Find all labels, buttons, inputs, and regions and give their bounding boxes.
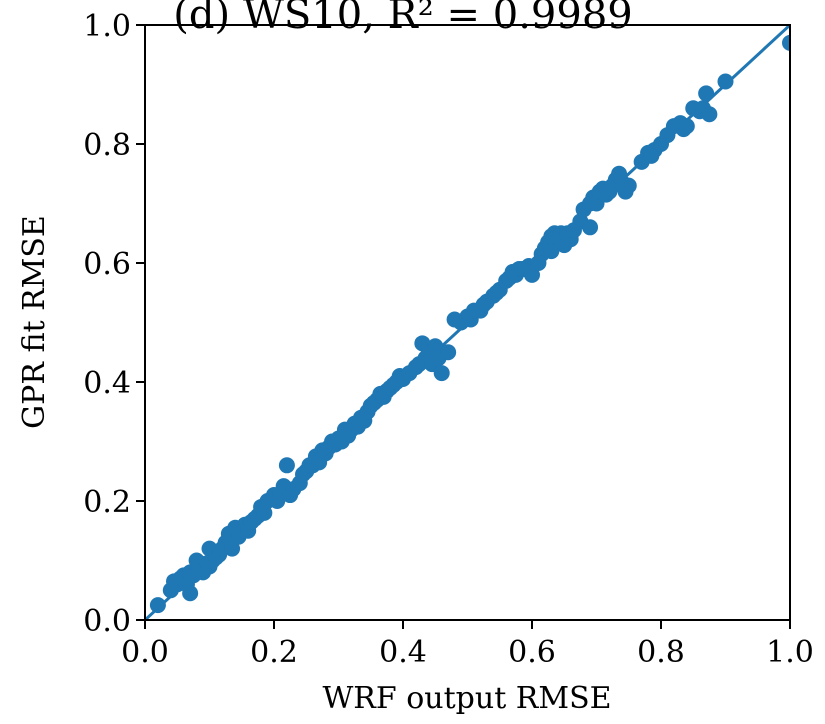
scatter-point <box>698 85 715 102</box>
x-tick-label: 0.0 <box>121 635 169 670</box>
scatter-point <box>433 365 450 382</box>
chart-title: (d) WS10, R² = 0.9989 <box>173 0 632 38</box>
scatter-point <box>524 266 540 283</box>
scatter-point <box>620 177 637 194</box>
scatter-point <box>717 73 734 90</box>
y-tick-label: 0.2 <box>83 485 131 520</box>
x-axis-label: WRF output RMSE <box>322 681 611 716</box>
scatter-point <box>782 34 790 51</box>
x-tick-label: 0.8 <box>637 635 685 670</box>
scatter-point <box>678 118 695 135</box>
y-tick-label: 1.0 <box>83 9 131 44</box>
scatter-point <box>182 585 199 602</box>
y-tick-label: 0.8 <box>83 128 131 163</box>
plot-frame <box>144 24 791 621</box>
y-tick-label: 0.0 <box>83 604 131 639</box>
scatter-point <box>701 106 718 123</box>
scatter-point <box>440 344 457 361</box>
scatter-point <box>278 457 295 474</box>
x-tick-label: 0.2 <box>250 635 298 670</box>
scatter-point <box>582 219 599 236</box>
x-tick-label: 0.4 <box>379 635 427 670</box>
x-tick-label: 1.0 <box>766 635 814 670</box>
y-tick-label: 0.6 <box>83 247 131 282</box>
x-tick-label: 0.6 <box>508 635 556 670</box>
scatter-point <box>543 243 560 260</box>
y-axis-label: GPR fit RMSE <box>17 215 52 429</box>
y-tick-label: 0.4 <box>83 366 131 401</box>
scatter-point <box>149 597 166 614</box>
scatter-point <box>224 540 241 557</box>
